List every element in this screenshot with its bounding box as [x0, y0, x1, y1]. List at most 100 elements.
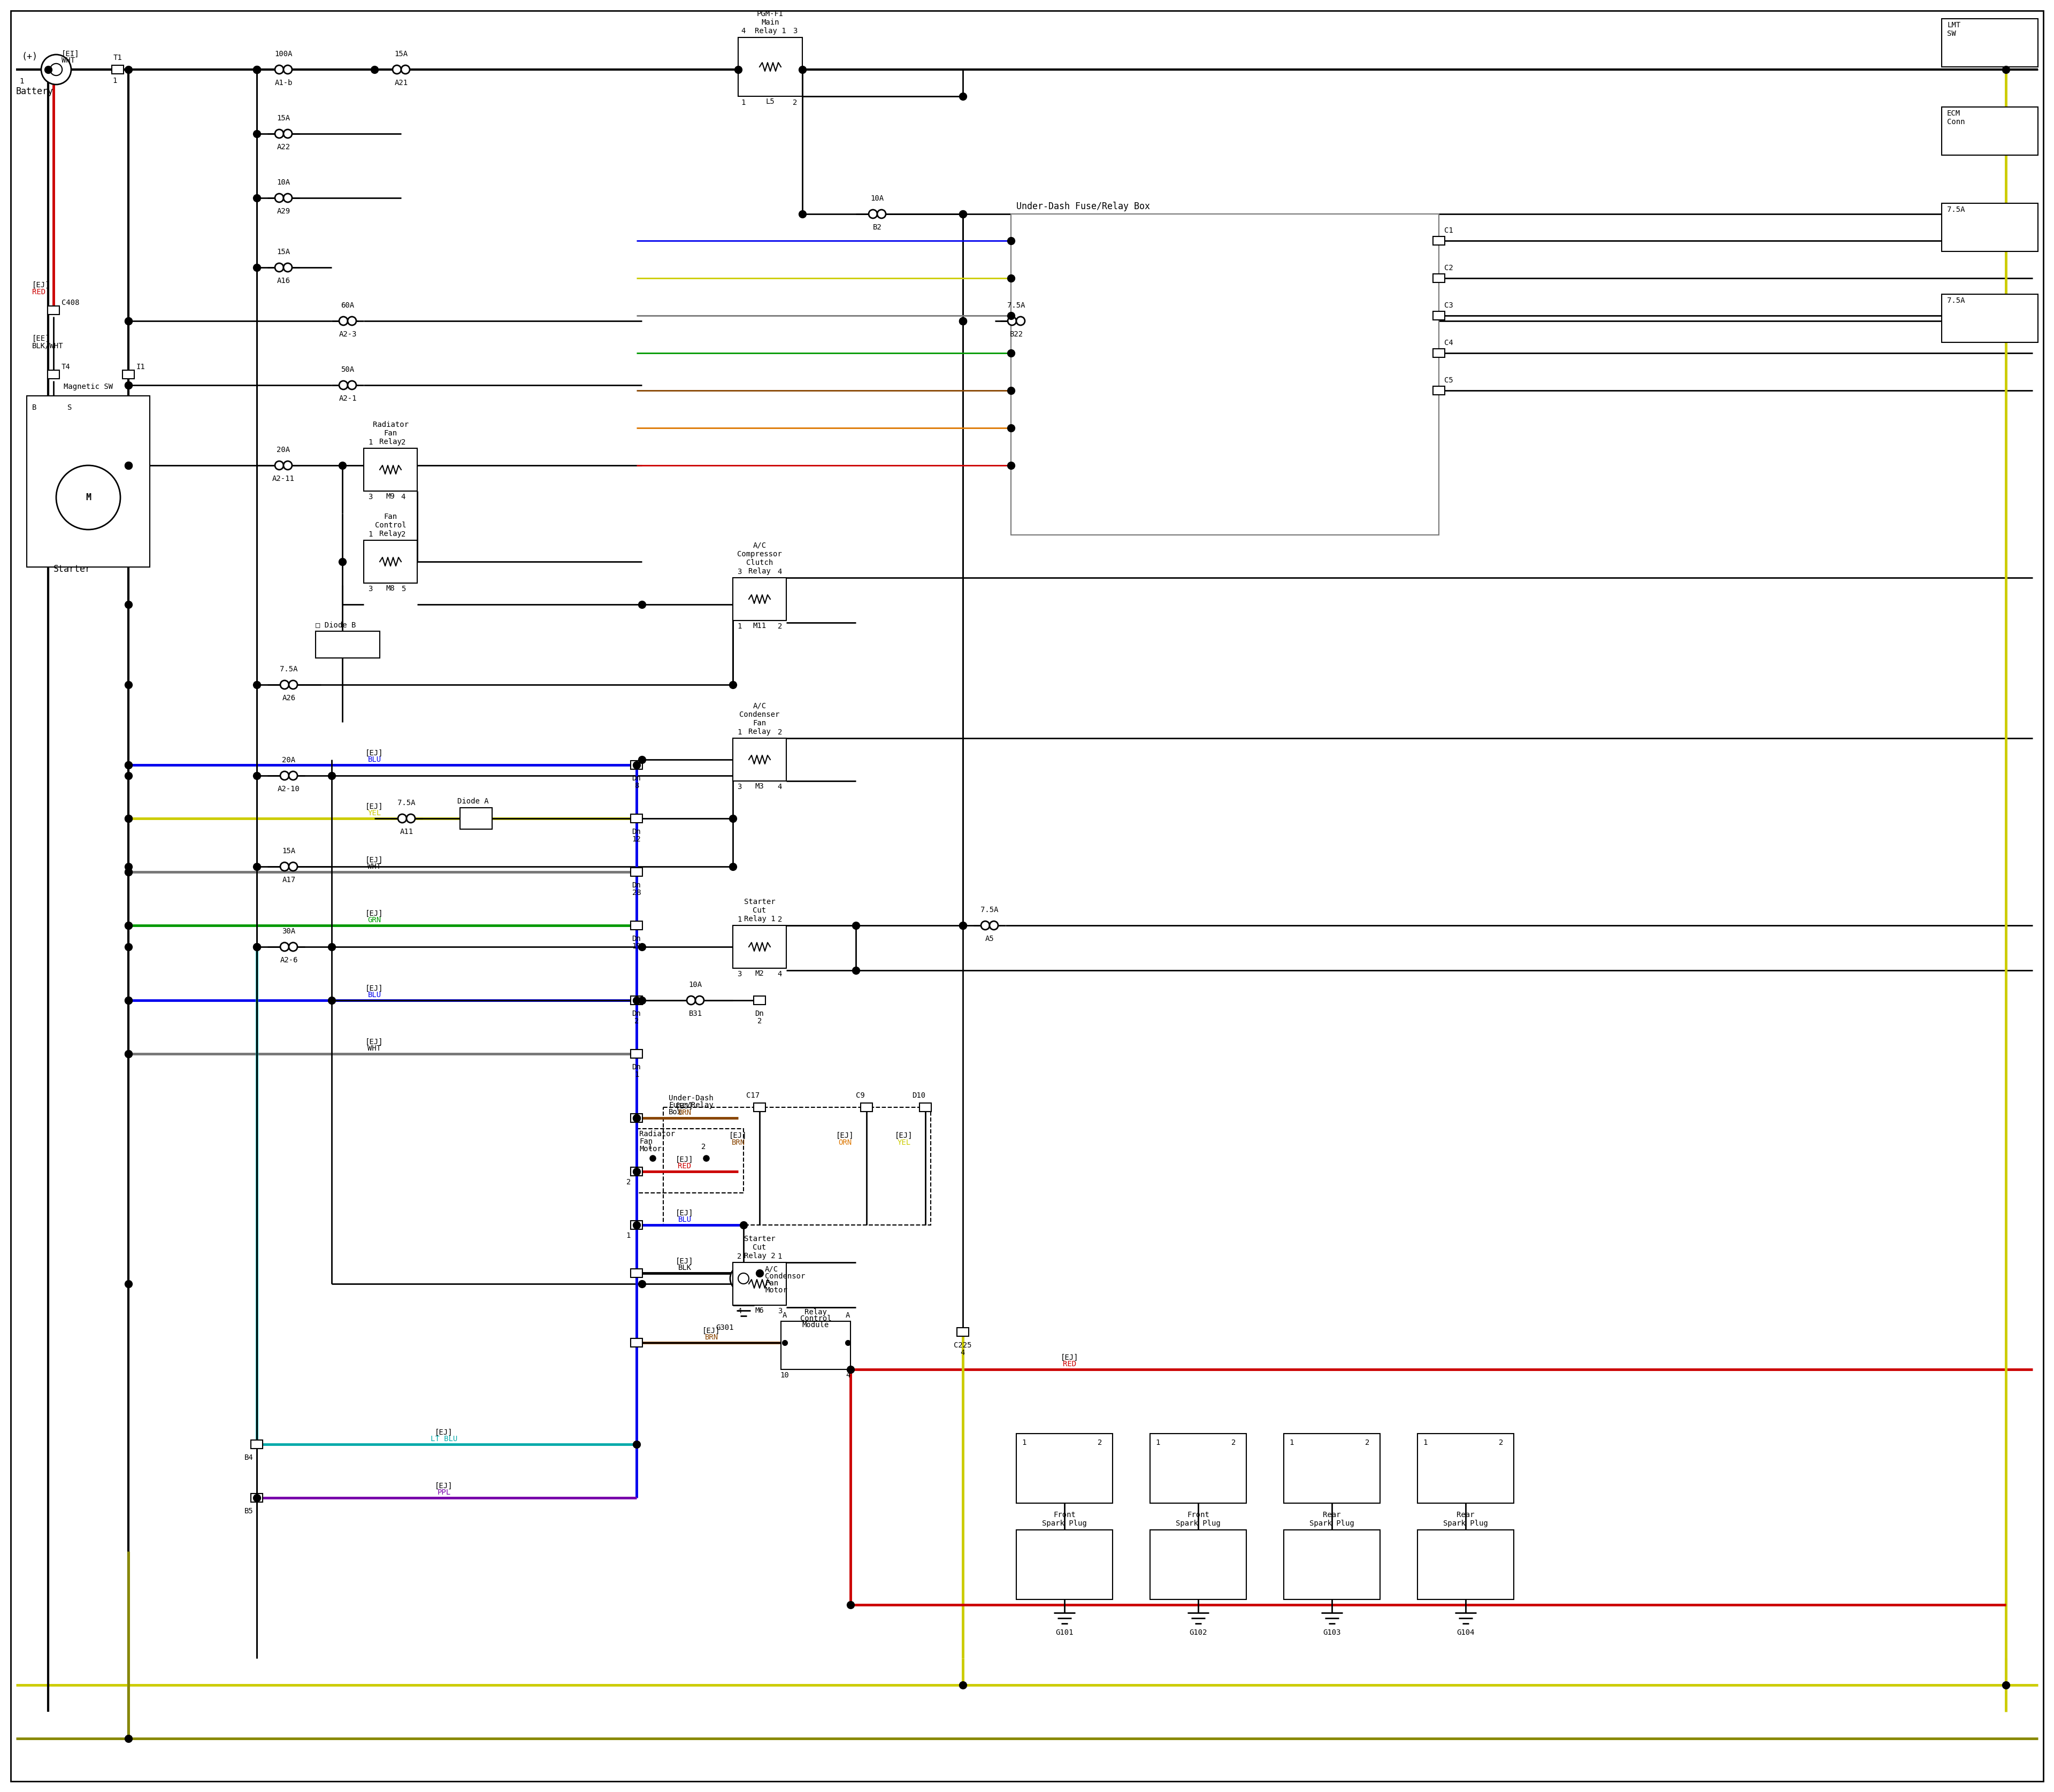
Text: 1: 1 [626, 1231, 631, 1240]
Text: Fan: Fan [639, 1138, 653, 1145]
Text: M11: M11 [754, 622, 766, 629]
Text: A22: A22 [277, 143, 290, 151]
Text: A/C
Compressor
Clutch
Relay: A/C Compressor Clutch Relay [737, 541, 783, 575]
Text: 2: 2 [778, 622, 783, 631]
Circle shape [737, 1272, 750, 1283]
Text: 1: 1 [778, 1253, 783, 1260]
Bar [631, 1113, 643, 1122]
Text: 1: 1 [113, 77, 117, 84]
Text: 12: 12 [633, 835, 641, 842]
Text: 4: 4 [741, 27, 746, 34]
Circle shape [686, 996, 696, 1005]
Text: A5: A5 [986, 935, 994, 943]
Bar [364, 448, 417, 491]
Circle shape [869, 210, 877, 219]
Text: 7.5A: 7.5A [1947, 297, 1966, 305]
Text: 50A: 50A [341, 366, 355, 373]
Circle shape [990, 921, 998, 930]
Text: 1: 1 [737, 729, 741, 737]
Circle shape [339, 317, 347, 324]
Text: 1: 1 [18, 77, 25, 84]
Text: Radiator
Fan
Relay: Radiator Fan Relay [372, 421, 409, 446]
Bar [1011, 213, 1440, 536]
Text: 2: 2 [1097, 1439, 1101, 1446]
Text: Relay: Relay [805, 1308, 828, 1315]
Circle shape [877, 210, 885, 219]
Text: 7.5A: 7.5A [398, 799, 415, 806]
Text: 5: 5 [401, 586, 405, 593]
Text: A2-10: A2-10 [277, 785, 300, 792]
Bar [781, 1321, 850, 1369]
Text: A21: A21 [394, 79, 409, 86]
Text: 1: 1 [368, 530, 372, 538]
Text: A17: A17 [281, 876, 296, 883]
Bar [1941, 18, 2038, 66]
Text: 3: 3 [737, 568, 741, 575]
Text: 2: 2 [1364, 1439, 1370, 1446]
Circle shape [339, 382, 347, 389]
Text: C17: C17 [746, 1091, 760, 1098]
Text: Dn: Dn [633, 828, 641, 835]
Text: M: M [86, 493, 90, 502]
Text: WHT: WHT [368, 862, 382, 871]
Text: A2-6: A2-6 [279, 957, 298, 964]
Text: 15A: 15A [277, 249, 290, 256]
Text: M6: M6 [756, 1306, 764, 1314]
Circle shape [347, 382, 355, 389]
Text: 7.5A: 7.5A [1947, 206, 1966, 213]
Text: Fan
Control
Relay: Fan Control Relay [374, 513, 407, 538]
Bar [631, 814, 643, 823]
Text: Rear
Spark Plug: Rear Spark Plug [1310, 1511, 1354, 1527]
Text: M9: M9 [386, 493, 394, 500]
Circle shape [275, 194, 283, 202]
Bar [27, 396, 150, 566]
Text: Motor: Motor [764, 1287, 787, 1294]
Text: A26: A26 [281, 694, 296, 702]
Text: 1: 1 [741, 99, 746, 106]
Text: D10: D10 [912, 1091, 926, 1098]
Circle shape [1017, 317, 1025, 324]
Text: Battery: Battery [16, 86, 53, 97]
Bar [957, 1328, 969, 1337]
Bar [631, 1220, 643, 1229]
Text: PPL: PPL [438, 1489, 450, 1496]
Text: [EJ]: [EJ] [896, 1133, 912, 1140]
Text: A/C: A/C [764, 1265, 778, 1272]
Circle shape [49, 63, 62, 75]
Text: 15A: 15A [394, 50, 409, 57]
Text: 10A: 10A [277, 179, 290, 186]
Text: 28: 28 [633, 889, 641, 896]
Text: 4: 4 [737, 1308, 741, 1315]
Bar [1434, 387, 1444, 394]
Text: M8: M8 [386, 584, 394, 591]
Text: Diode A: Diode A [458, 797, 489, 805]
Text: 2: 2 [401, 530, 405, 538]
Text: [EJ]: [EJ] [1060, 1355, 1078, 1362]
Text: ORN: ORN [838, 1140, 852, 1147]
Text: Starter
Cut
Relay 1: Starter Cut Relay 1 [744, 898, 774, 923]
Bar [251, 1441, 263, 1448]
Text: B22: B22 [1011, 330, 1023, 339]
Circle shape [283, 461, 292, 470]
Circle shape [275, 263, 283, 272]
Bar [47, 371, 60, 378]
Text: I1: I1 [136, 364, 146, 371]
Text: B4: B4 [244, 1453, 253, 1462]
Text: A1-b: A1-b [275, 79, 292, 86]
Text: LMT
SW: LMT SW [1947, 22, 1960, 38]
Text: YEL: YEL [898, 1140, 910, 1147]
Text: BLU: BLU [678, 1217, 692, 1224]
Text: [EE]: [EE] [33, 335, 49, 342]
Text: 3: 3 [368, 586, 372, 593]
Text: 1: 1 [737, 916, 741, 923]
Bar [1284, 1434, 1380, 1503]
Circle shape [347, 317, 355, 324]
Text: 3: 3 [793, 27, 797, 34]
Text: 1: 1 [737, 622, 741, 631]
Text: [EJ]: [EJ] [366, 910, 384, 918]
Circle shape [275, 65, 283, 73]
Text: BRN: BRN [678, 1109, 692, 1116]
Text: 3: 3 [368, 493, 372, 500]
Bar [1017, 1434, 1113, 1503]
Text: [EJ]: [EJ] [435, 1482, 454, 1489]
